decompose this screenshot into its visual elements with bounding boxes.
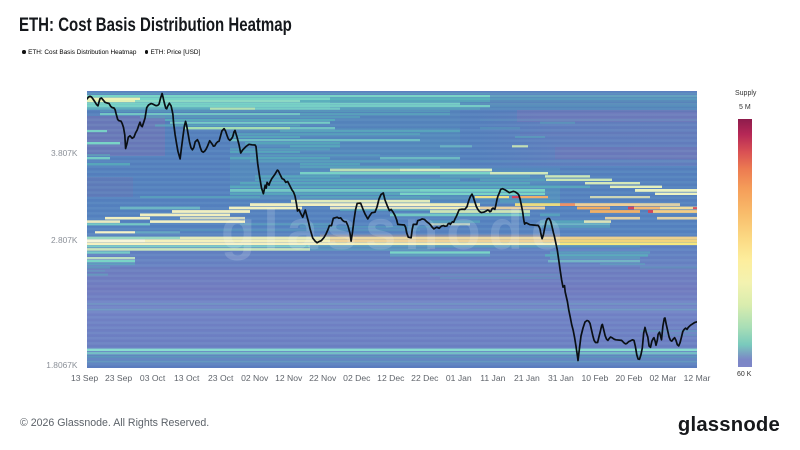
- svg-text:glassnode: glassnode: [221, 198, 570, 261]
